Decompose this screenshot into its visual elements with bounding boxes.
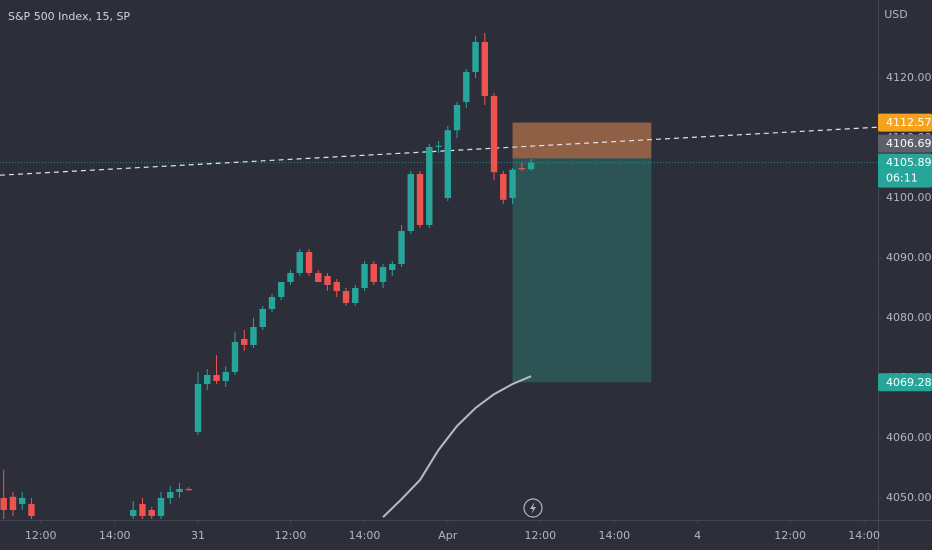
y-tick-label: 4060.00 [886,431,932,444]
candle-body [9,496,17,510]
x-tick-label: 14:00 [598,529,630,542]
stop-zone [512,122,652,159]
candle-body [250,326,257,345]
candle-body [204,374,211,384]
y-tick-label: 4100.00 [886,191,932,204]
chart-title: S&P 500 Index, 15, SP [8,10,130,23]
y-tick-label: 4090.00 [886,251,932,264]
plot [0,32,878,519]
candle-body [213,374,220,381]
candle-body [315,272,322,282]
candle-body [361,263,368,288]
price-label-box [878,134,932,153]
candle-body [176,488,183,492]
y-tick-label: 4080.00 [886,311,932,324]
moving-average [382,375,532,518]
candle-body [296,251,303,273]
y-tick-label: 4050.00 [886,491,932,504]
candle-body [444,130,451,198]
x-tick-label: 14:00 [349,529,381,542]
candle-body [333,281,340,291]
candle-body [453,104,461,131]
x-tick-label: 14:00 [99,529,131,542]
candle-body [194,383,202,432]
current-price-box [878,153,932,188]
candle-body [490,95,498,173]
target-zone [512,158,652,383]
trendline [0,126,878,176]
candle-body [500,173,507,200]
icon-bolt[interactable] [530,502,536,514]
x-tick-label: 12:00 [275,529,307,542]
candle-body [518,167,526,170]
candle-body [139,503,146,516]
candle-body [167,491,174,498]
lightning-icon[interactable] [523,498,543,518]
candle-body [222,371,229,381]
price-label-box [878,373,932,392]
candle-body [0,497,7,510]
candle-body [342,290,350,303]
candle-body [324,275,331,285]
candle-body [157,497,165,516]
currency: USD [884,8,908,21]
price-label: 4106.69 [886,137,932,150]
candle-body [185,488,192,491]
x-tick-label: 12:00 [25,529,57,542]
y-tick-label: 4120.00 [886,71,932,84]
candle-body [278,281,285,297]
candle-body [398,230,405,264]
candle-body [481,41,488,96]
candle-body [148,509,155,516]
candle-body [268,296,276,309]
price-label: 4069.28 [886,376,932,389]
candle-body [407,173,414,231]
x-tick-label: 31 [191,529,205,542]
candle-body [130,509,137,516]
candle-body [28,503,35,516]
candle-body [370,263,377,282]
candle-body [527,162,535,170]
x-tick-label: 4 [694,529,701,542]
countdown: 06:11 [886,172,918,185]
x-tick-label: 14:00 [848,529,880,542]
candle-body [305,251,313,273]
candle-body [463,71,470,102]
candle-body [435,145,442,147]
x-tick-label: 12:00 [774,529,806,542]
x-tick-label: Apr [438,529,458,542]
candle-body [231,341,239,372]
candle-body [352,287,359,303]
candle-body [426,146,433,225]
candle-body [241,338,248,345]
x-tick-label: 12:00 [524,529,556,542]
candle-body [389,263,396,270]
candle-body [509,169,516,198]
candle-body [287,272,294,282]
candle-body [416,173,424,225]
price-label-box [878,113,932,132]
candle-body [259,308,266,327]
current-price-label: 4105.89 [886,156,932,169]
candle-body [472,41,479,72]
candle-body [379,266,387,282]
candle-body [19,497,26,504]
price-label: 4112.57 [886,116,932,129]
